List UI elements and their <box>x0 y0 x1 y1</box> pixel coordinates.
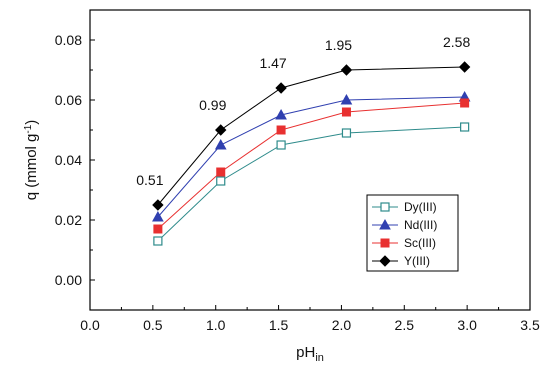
data-point <box>341 107 351 117</box>
series-markers <box>152 61 471 246</box>
data-point <box>153 236 163 246</box>
legend-marker <box>380 238 390 248</box>
legend-label: Dy(III) <box>404 200 437 214</box>
data-point <box>216 167 226 177</box>
data-point <box>341 128 352 138</box>
annotation-label: 1.95 <box>325 37 352 53</box>
data-point <box>276 140 286 150</box>
data-point <box>276 125 286 135</box>
x-tick-label: 1.5 <box>269 317 289 333</box>
y-tick-label: 0.08 <box>55 32 82 48</box>
x-tick-label: 3.5 <box>520 317 540 333</box>
x-tick-label: 3.0 <box>457 317 477 333</box>
legend-marker <box>379 255 391 267</box>
x-axis: 0.0 0.5 1.0 1.5 2.0 2.5 3.0 3.5 <box>80 305 540 333</box>
x-axis-title: pHin <box>296 344 324 364</box>
legend-item: Y(III) <box>372 254 430 268</box>
legend: Dy(III) Nd(III) Sc(III) Y(III) <box>366 194 459 272</box>
y-tick-label: 0.02 <box>55 212 82 228</box>
legend-item: Dy(III) <box>372 200 437 214</box>
data-point <box>216 176 226 186</box>
y-tick-label: 0.04 <box>55 152 82 168</box>
y-axis-title: q (mmol g-1) <box>23 120 40 201</box>
y-tick-label: 0.06 <box>55 92 82 108</box>
annotation-label: 0.51 <box>136 172 163 188</box>
data-point <box>275 108 287 120</box>
plot-frame <box>89 9 531 311</box>
legend-marker <box>380 202 390 212</box>
x-tick-label: 1.0 <box>206 317 226 333</box>
annotations: 0.51 0.99 1.47 1.95 2.58 <box>136 34 470 188</box>
data-point <box>458 61 471 73</box>
legend-item: Nd(III) <box>372 218 437 232</box>
legend-marker <box>379 218 391 230</box>
legend-item: Sc(III) <box>372 236 436 250</box>
series-line-yiii <box>157 66 465 206</box>
data-point <box>215 124 227 136</box>
data-point <box>152 199 164 211</box>
data-point <box>340 64 353 76</box>
annotation-label: 1.47 <box>259 55 286 71</box>
legend-label: Nd(III) <box>404 218 437 232</box>
data-point <box>340 93 353 105</box>
y-axis: 0.00 0.02 0.04 0.06 0.08 <box>55 9 95 311</box>
data-point <box>460 98 470 108</box>
x-tick-label: 0.0 <box>80 317 100 333</box>
x-tick-label: 2.0 <box>332 317 352 333</box>
legend-label: Y(III) <box>404 254 430 268</box>
legend-label: Sc(III) <box>404 236 436 250</box>
data-point <box>153 224 163 234</box>
x-tick-label: 0.5 <box>143 317 163 333</box>
y-tick-label: 0.00 <box>55 272 82 288</box>
data-point <box>460 122 470 132</box>
x-tick-label: 2.5 <box>395 317 415 333</box>
annotation-label: 2.58 <box>443 34 470 50</box>
data-point <box>214 138 227 150</box>
data-point <box>275 82 287 94</box>
data-point <box>152 210 164 222</box>
annotation-label: 0.99 <box>199 97 226 113</box>
